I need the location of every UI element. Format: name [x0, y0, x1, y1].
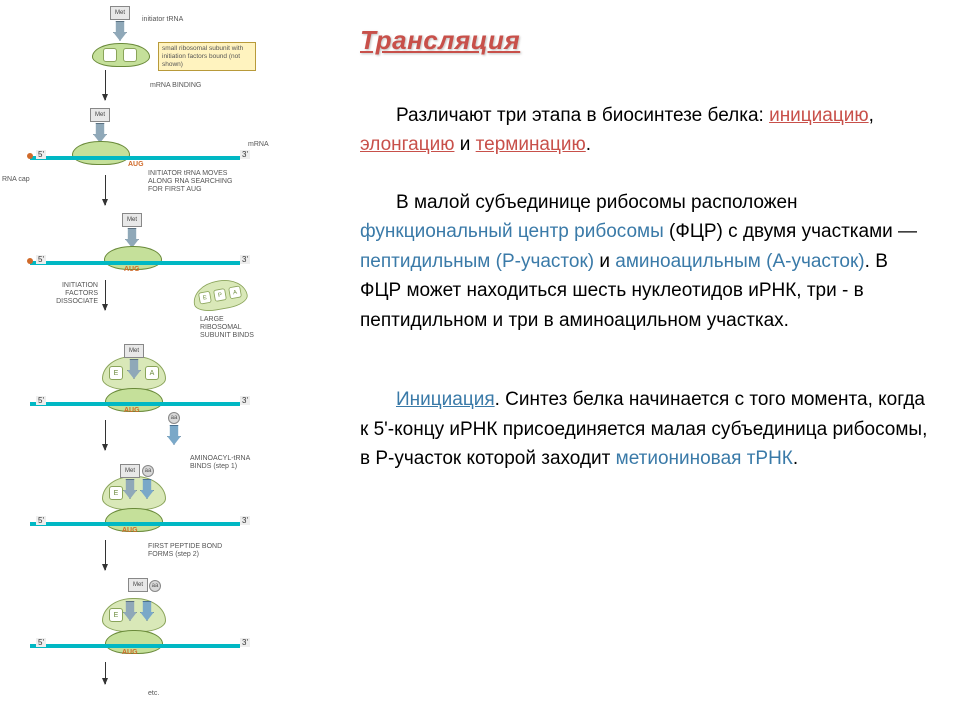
cap-icon	[27, 258, 33, 264]
term-elongation: элонгацию	[360, 134, 454, 155]
arrow-icon	[105, 540, 106, 570]
initiator-trna-icon	[113, 21, 127, 41]
term-termination: терминацию	[476, 134, 586, 155]
peptide-label: FIRST PEPTIDE BOND FORMS (step 2)	[148, 543, 228, 559]
mrna-line	[30, 156, 240, 160]
small-subunit-icon	[72, 141, 130, 165]
paragraph-stages: Различают три этапа в биосинтезе белка: …	[360, 101, 930, 160]
mrna-line	[30, 522, 240, 526]
aug-codon: AUG	[122, 527, 138, 534]
three-prime: 3'	[240, 255, 250, 264]
arrow-icon	[105, 70, 106, 100]
dissociate-label: INITIATION FACTORS DISSOCIATE	[38, 282, 98, 306]
rna-cap-label: RNA cap	[2, 176, 30, 183]
five-prime: 5'	[36, 638, 46, 647]
aug-codon: AUG	[128, 161, 144, 168]
term-fcr: функциональный центр рибосомы	[360, 221, 664, 242]
aa-circle: aa	[168, 412, 180, 424]
met-label: Met	[122, 213, 142, 227]
note-small-subunit: small ribosomal subunit with initiation …	[158, 42, 256, 71]
aa-trna-icon	[167, 425, 181, 445]
term-a-site: аминоацильным (А-участок)	[615, 251, 864, 272]
arrow-icon	[105, 662, 106, 684]
met-label: Met	[124, 344, 144, 358]
large-binds-label: LARGE RIBOSOMAL SUBUNIT BINDS	[200, 316, 260, 340]
term-initiation: инициацию	[769, 105, 869, 126]
met-label: Met	[128, 578, 148, 592]
three-prime: 3'	[240, 638, 250, 647]
cap-icon	[27, 153, 33, 159]
five-prime: 5'	[36, 150, 46, 159]
search-label: INITIATOR tRNA MOVES ALONG RNA SEARCHING…	[148, 170, 238, 194]
paragraph-initiation: Инициация. Синтез белка начинается с тог…	[360, 385, 930, 473]
initiator-trna-label: initiator tRNA	[142, 16, 202, 24]
paragraph-fcr: В малой субъединице рибосомы расположен …	[360, 188, 930, 335]
arrow-icon	[105, 420, 106, 450]
arrow-icon	[105, 280, 106, 310]
text-content: Трансляция Различают три этапа в биосинт…	[300, 0, 960, 720]
aug-codon: AUG	[124, 407, 140, 414]
aug-codon: AUG	[122, 649, 138, 656]
aug-codon: AUG	[124, 266, 140, 273]
mrna-line	[30, 402, 240, 406]
aa-circle: aa	[142, 465, 154, 477]
mrna-line	[30, 644, 240, 648]
etc-label: etc.	[148, 690, 159, 698]
large-subunit-icon: E P A	[191, 276, 250, 314]
aa-circle: aa	[149, 580, 161, 592]
trna-icon	[125, 228, 139, 248]
five-prime: 5'	[36, 516, 46, 525]
arrow-icon	[105, 175, 106, 205]
term-met-trna: метиониновая тРНК	[616, 448, 793, 469]
met-label: Met	[120, 464, 140, 478]
mrna-binding-label: mRNA BINDING	[150, 82, 201, 90]
five-prime: 5'	[36, 396, 46, 405]
met-label: Met	[90, 108, 110, 122]
five-prime: 5'	[36, 255, 46, 264]
small-subunit-icon	[92, 43, 150, 67]
three-prime: 3'	[240, 396, 250, 405]
three-prime: 3'	[240, 150, 250, 159]
translation-diagram: Met initiator tRNA small ribosomal subun…	[0, 0, 300, 720]
term-p-site: пептидильным (Р-участок)	[360, 251, 594, 272]
met-label: Met	[110, 6, 130, 20]
page-title: Трансляция	[360, 25, 930, 56]
trna-icon	[93, 123, 107, 143]
mrna-line	[30, 261, 240, 265]
aminoacyl-label: AMINOACYL-tRNA BINDS (step 1)	[190, 455, 260, 471]
three-prime: 3'	[240, 516, 250, 525]
mrna-label: mRNA	[248, 141, 269, 149]
heading-initiation: Инициация	[396, 389, 495, 410]
